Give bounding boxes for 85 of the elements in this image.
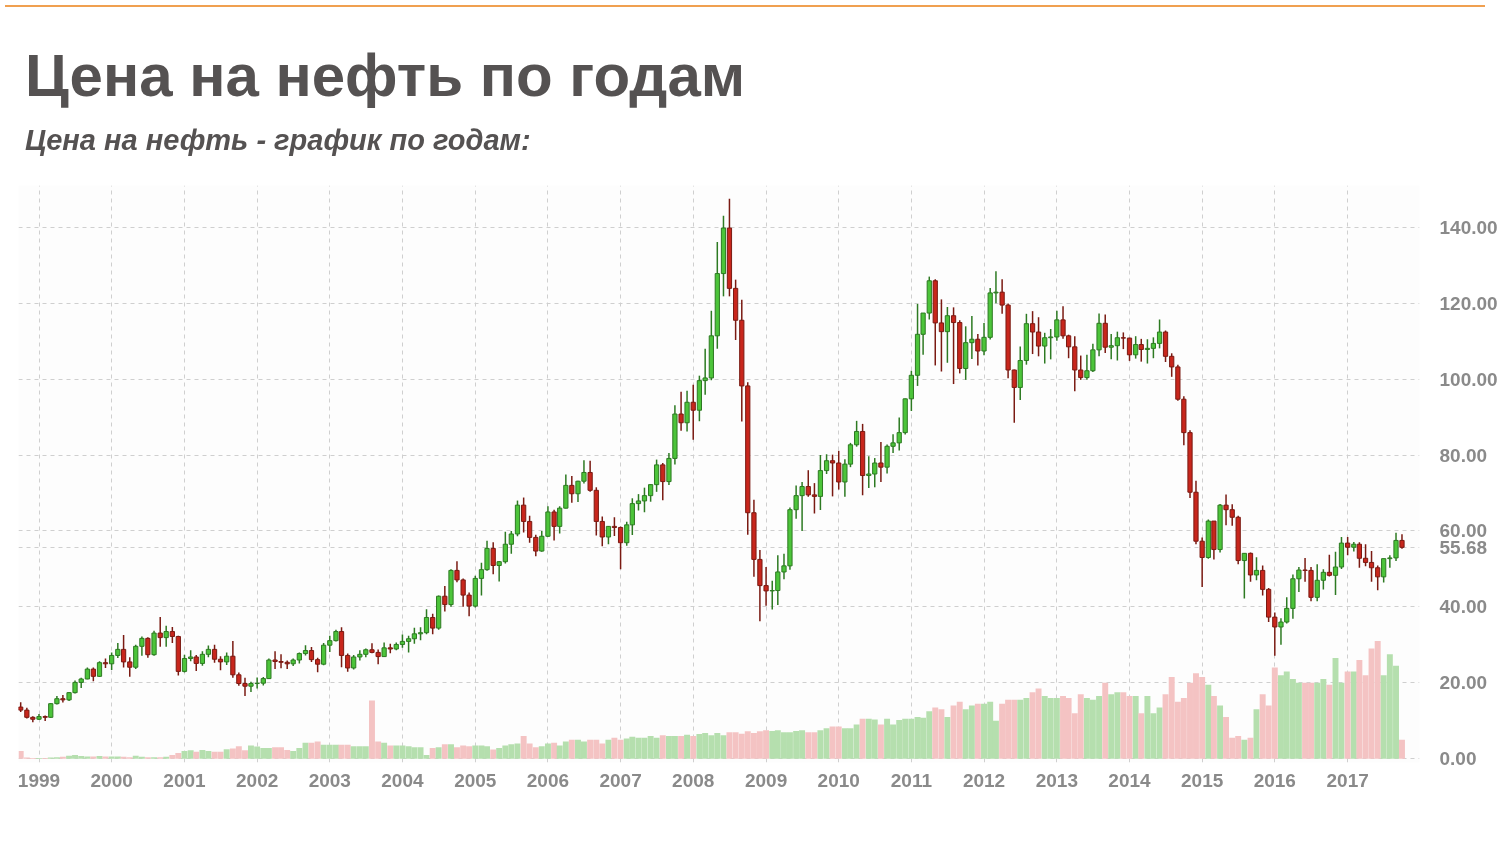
y-tick-label: 100.00 [1439,368,1498,390]
bar [678,735,685,759]
x-tick-label: 2000 [90,769,133,791]
bar [659,735,666,759]
bar [1217,705,1224,759]
bar [1241,739,1248,759]
candlestick [1241,552,1247,600]
candlestick [490,541,496,575]
bar [944,716,951,759]
x-tick-label: 1999 [17,769,61,791]
bar [1344,671,1351,759]
y-tick-label: 140.00 [1439,216,1498,238]
candlestick [163,625,169,648]
bar [1326,684,1333,759]
candlestick [551,508,557,542]
bar [1102,682,1109,759]
candlestick [1138,338,1144,363]
bar [490,749,497,759]
x-tick-label: 2002 [236,769,279,791]
y-tick-label: 120.00 [1439,292,1498,314]
x-tick-label: 2011 [890,769,933,791]
x-tick-label: 2014 [1108,769,1152,791]
bar [1210,696,1217,759]
bar [381,742,388,759]
x-tick-label: 2006 [526,769,570,791]
bar [1399,739,1405,759]
x-tick-label: 2017 [1326,769,1369,791]
bar [435,747,442,759]
candlestick [975,333,981,367]
candlestick [605,525,612,545]
bar [605,739,612,759]
bar [448,744,454,759]
bar [429,748,436,759]
x-tick-label: 2012 [962,769,1006,791]
candlestick [690,384,696,441]
x-tick-label: 2005 [454,769,497,791]
candlestick [151,630,157,657]
candlestick [1247,551,1254,583]
bar [193,751,200,759]
x-tick-label: 2013 [1035,769,1079,791]
candlestick [430,612,436,635]
bar [877,724,884,759]
candlestick [944,306,951,364]
x-tick-label: 2004 [381,769,424,791]
candlestick [1102,313,1108,354]
y-tick-label: 20.00 [1439,672,1488,694]
bar [1138,713,1145,759]
candlestick [660,462,666,501]
candlestick [878,441,884,483]
bar [441,744,448,759]
candlestick [684,390,690,433]
candlestick [442,585,448,613]
bar [974,703,981,759]
candlestick [569,475,575,504]
candlestick [678,390,684,432]
bar [690,735,697,759]
x-tick-label: 2007 [599,769,642,791]
chart-title: Цена на нефть по годам [25,41,746,111]
x-tick-label: 2015 [1181,769,1224,791]
x-tick-label: 2001 [163,769,207,791]
bar [387,745,394,759]
candlestick [60,694,66,704]
x-tick-label: 2003 [308,769,351,791]
bar [684,734,691,759]
bar [1205,684,1212,759]
candlestick [1253,556,1260,582]
bar [859,718,866,759]
bar [551,742,558,759]
candlestick [157,616,163,648]
x-tick-label: 2016 [1253,769,1296,791]
bar [102,756,109,759]
bar [568,739,575,759]
x-tick-label: 2009 [744,769,788,791]
x-tick-label: 2010 [817,769,860,791]
bar [90,756,97,759]
y-tick-label: 40.00 [1439,596,1488,618]
bar [223,749,230,759]
bar [96,756,103,759]
candlestick [1345,536,1351,556]
candlestick [145,636,151,659]
chart-subtitle: Цена на нефть - график по годам: [25,123,531,158]
y-tick-label: 80.00 [1439,444,1488,466]
x-tick-label: 2008 [672,769,715,791]
candlestick [1133,335,1139,360]
y-tick-label: 0.00 [1439,748,1477,770]
